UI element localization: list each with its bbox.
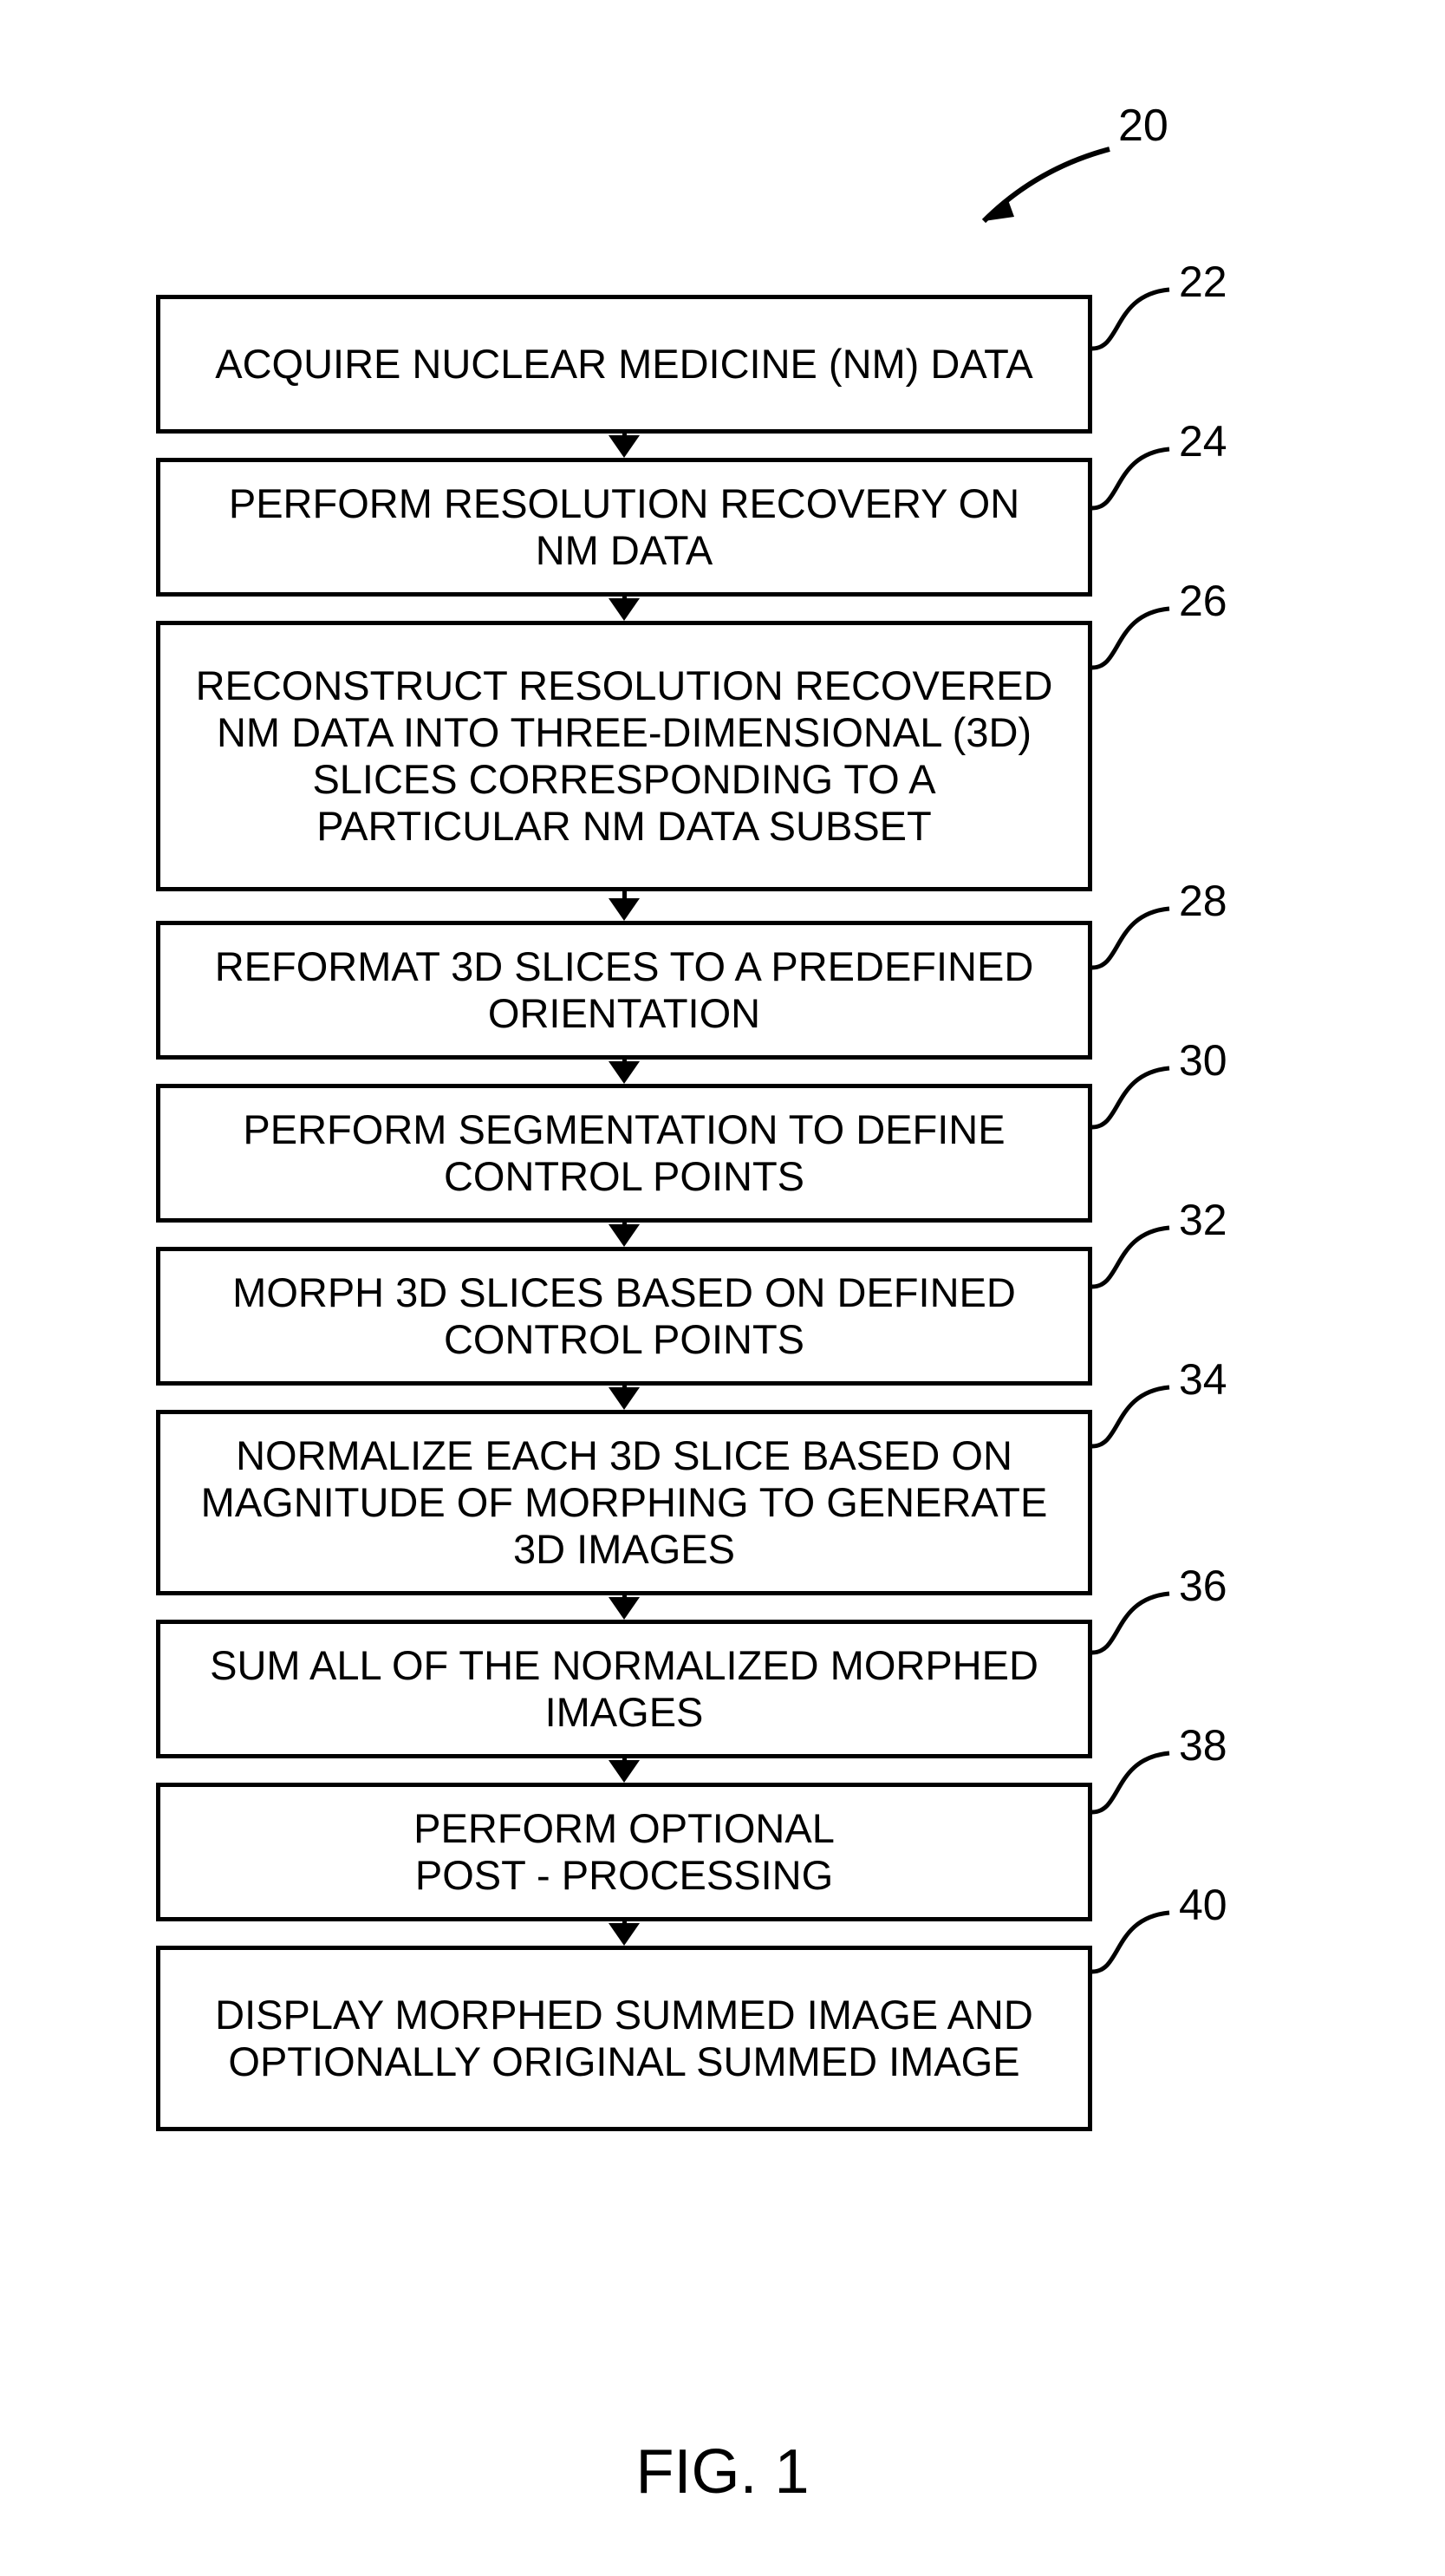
- figure-label: FIG. 1: [0, 2436, 1445, 2508]
- flow-arrow-22-to-24: [609, 434, 640, 458]
- step-ref-26: 26: [1179, 576, 1227, 626]
- step-ref-24: 24: [1179, 416, 1227, 466]
- flow-step-26: RECONSTRUCT RESOLUTION RECOVERED NM DATA…: [156, 621, 1092, 891]
- step-ref-28: 28: [1179, 876, 1227, 926]
- flow-arrow-24-to-26: [609, 597, 640, 621]
- step-ref-32: 32: [1179, 1195, 1227, 1245]
- flow-step-22: ACQUIRE NUCLEAR MEDICINE (NM) DATA: [156, 295, 1092, 434]
- flowchart: ACQUIRE NUCLEAR MEDICINE (NM) DATA PERFOR…: [156, 295, 1092, 2131]
- flow-step-36: SUM ALL OF THE NORMALIZED MORPHED IMAGES: [156, 1620, 1092, 1758]
- step-ref-36: 36: [1179, 1561, 1227, 1611]
- flow-arrow-26-to-28: [609, 891, 640, 921]
- flow-arrow-30-to-32: [609, 1223, 640, 1247]
- step-ref-34: 34: [1179, 1354, 1227, 1405]
- step-ref-22: 22: [1179, 257, 1227, 307]
- flow-step-34: NORMALIZE EACH 3D SLICE BASED ON MAGNITU…: [156, 1410, 1092, 1595]
- flow-step-38: PERFORM OPTIONALPOST - PROCESSING: [156, 1783, 1092, 1921]
- flow-step-40: DISPLAY MORPHED SUMMED IMAGE AND OPTIONA…: [156, 1946, 1092, 2131]
- flowchart-ref-20: 20: [1118, 100, 1168, 152]
- flow-step-30: PERFORM SEGMENTATION TO DEFINE CONTROL P…: [156, 1084, 1092, 1223]
- step-ref-30: 30: [1179, 1035, 1227, 1086]
- step-ref-40: 40: [1179, 1880, 1227, 1930]
- flow-arrow-32-to-34: [609, 1386, 640, 1410]
- flow-step-32: MORPH 3D SLICES BASED ON DEFINED CONTROL…: [156, 1247, 1092, 1386]
- flow-step-28: REFORMAT 3D SLICES TO A PREDEFINED ORIEN…: [156, 921, 1092, 1060]
- flow-arrow-28-to-30: [609, 1060, 640, 1084]
- flow-arrow-36-to-38: [609, 1758, 640, 1783]
- flowchart-ref-20-leader: [954, 139, 1118, 251]
- flow-arrow-38-to-40: [609, 1921, 640, 1946]
- flow-step-24: PERFORM RESOLUTION RECOVERY ON NM DATA: [156, 458, 1092, 597]
- step-ref-38: 38: [1179, 1720, 1227, 1771]
- flow-arrow-34-to-36: [609, 1595, 640, 1620]
